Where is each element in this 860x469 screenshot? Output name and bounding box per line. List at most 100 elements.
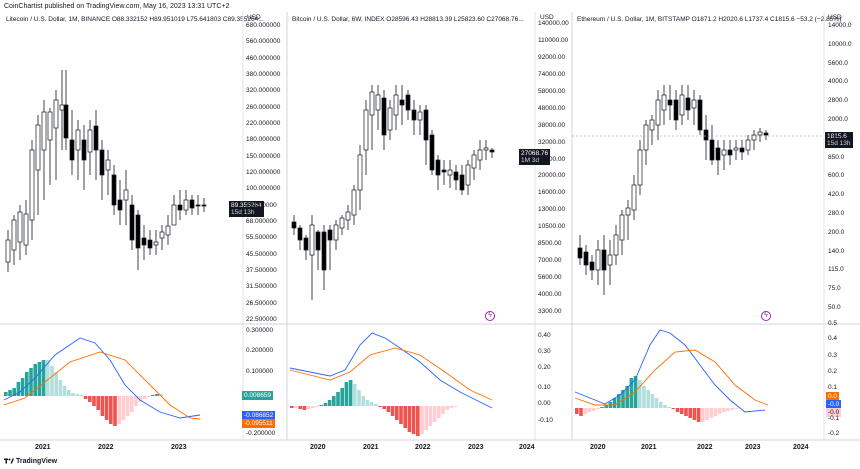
macd-tick-label: 0.200000: [246, 347, 274, 354]
bitcoin-macd-bar: [332, 396, 336, 406]
bitcoin-candle: [405, 94, 411, 111]
litecoin-macd-bar: [142, 396, 147, 399]
litecoin-candle: [23, 213, 29, 246]
ethereum-candle: [655, 99, 661, 126]
litecoin-macd-bar: [50, 366, 54, 396]
bitcoin-candle: [441, 169, 447, 173]
price-tick-label: 200.0: [828, 228, 845, 236]
litecoin-price-badge-value: 89.355264: [231, 202, 262, 209]
bitcoin-price-badge-countdown: 1M 3d: [521, 157, 540, 164]
ethereum-price-badge: 1815.6 15d 13h: [825, 132, 853, 148]
bitcoin-macd-bar: [319, 405, 323, 406]
bitcoin-candle: [459, 174, 465, 191]
bitcoin-macd-bar: [357, 390, 361, 406]
ethereum-macd-bar: [663, 405, 667, 408]
ethereum-macd-bar: [579, 408, 583, 416]
bitcoin-macd-bar: [290, 406, 294, 408]
bitcoin-candle: [351, 189, 357, 216]
bitcoin-candle: [315, 231, 321, 251]
bitcoin-macd-bar: [365, 400, 370, 406]
bitcoin-candle: [357, 154, 363, 191]
litecoin-macd-bar: [159, 394, 163, 396]
litecoin-macd-bar: [92, 396, 96, 406]
ethereum-macd-bar: [646, 390, 650, 408]
price-tick-label: 110000.00: [538, 36, 569, 44]
litecoin-candle: [93, 125, 99, 151]
litecoin-candle: [105, 159, 111, 171]
tradingview-brand-label: TradingView: [16, 457, 58, 465]
time-axis-label: 2022: [98, 444, 114, 451]
bitcoin-candle: [417, 111, 423, 121]
price-tick-label: 150.000000: [246, 152, 281, 160]
litecoin-macd-bar: [88, 396, 92, 402]
litecoin-macd-bar: [12, 388, 16, 396]
price-tick-label: 4000.0: [828, 78, 848, 86]
tradingview-brand[interactable]: TradingView: [4, 457, 57, 465]
litecoin-macd-bar: [155, 394, 159, 396]
litecoin-macd-bar: [37, 362, 42, 396]
ethereum-macd-bar: [667, 407, 671, 408]
bitcoin-macd-bar: [416, 406, 420, 436]
litecoin-price-badge: 89.355264 15d 13h: [229, 201, 264, 217]
bitcoin-macd-bar: [395, 406, 399, 420]
bitcoin-signal-line: [289, 347, 493, 401]
litecoin-macd-bar: [146, 396, 151, 397]
time-axis-label: 2020: [310, 444, 326, 451]
ethereum-macd-bar: [722, 408, 726, 412]
ethereum-macd-bar: [701, 408, 705, 422]
price-tick-label: 14000.0: [828, 22, 852, 29]
ethereum-candle: [649, 119, 655, 131]
time-axis-label: 2024: [519, 444, 535, 451]
ethereum-macd-bar: [705, 408, 709, 420]
time-axis-label: 2021: [35, 444, 51, 451]
time-axis-label: 2023: [468, 444, 484, 451]
litecoin-candle: [47, 111, 53, 141]
litecoin-macd-bar: [46, 360, 50, 396]
price-tick-label: 58000.00: [538, 87, 566, 95]
bitcoin-price-badge-value: 27068.76: [521, 150, 549, 157]
ethereum-macd-bar: [591, 408, 596, 411]
ethereum-candle: [709, 139, 715, 161]
litecoin-macd-bar: [100, 396, 105, 416]
litecoin-macd-bar: [71, 393, 75, 396]
price-tick-label: 4000.00: [538, 291, 562, 299]
price-tick-label: 55.500000: [246, 234, 277, 242]
ethereum-candle: [703, 129, 709, 141]
price-tick-label: 22.500000: [246, 316, 277, 323]
bitcoin-candle: [363, 109, 369, 151]
price-tick-label: 120.000000: [246, 169, 281, 176]
price-tick-label: 380.000000: [246, 71, 281, 78]
bitcoin-macd-bar: [449, 406, 454, 408]
ethereum-macd-bar: [671, 408, 676, 409]
litecoin-macd-bar: [33, 364, 37, 396]
bitcoin-flash-icon[interactable]: ϟ: [485, 311, 495, 321]
price-tick-label: 7000.00: [538, 257, 562, 265]
bitcoin-currency-label: USD: [540, 14, 554, 21]
price-tick-label: 82.000000: [246, 201, 277, 209]
time-axis-label: 2023: [745, 444, 761, 451]
litecoin-candle: [29, 149, 35, 221]
publisher-header: CoinChartist published on TradingView.co…: [4, 3, 230, 10]
time-axis-label: 2021: [641, 444, 657, 451]
price-tick-label: 140.0: [828, 247, 845, 255]
bitcoin-macd-bar: [437, 406, 441, 418]
ethereum-candle: [691, 99, 697, 109]
ethereum-flash-icon[interactable]: ϟ: [761, 311, 771, 321]
tradingview-logo-icon: [4, 458, 14, 464]
ethereum-candle: [751, 134, 757, 141]
bitcoin-macd-bar: [374, 404, 378, 406]
ethereum-macd-line: [574, 329, 766, 413]
price-tick-label: 2800.0: [828, 97, 848, 105]
litecoin-chart-title: Litecoin / U.S. Dollar, 1M, BINANCE O88.…: [6, 16, 264, 23]
litecoin-candle: [111, 174, 117, 206]
bitcoin-macd-bar: [441, 406, 445, 414]
ethereum-chart-title: Ethereum / U.S. Dollar, 1M, BITSTAMP O18…: [577, 16, 842, 23]
litecoin-price-badge-countdown: 15d 13h: [231, 209, 255, 216]
litecoin-candle: [81, 139, 87, 161]
litecoin-macd-bar: [67, 390, 71, 396]
macd-tick-label: 0.00: [538, 400, 551, 407]
bitcoin-macd-bar: [428, 406, 433, 426]
macd-tick-label: 0.5: [828, 320, 838, 327]
price-tick-label: 20000.00: [538, 172, 566, 180]
